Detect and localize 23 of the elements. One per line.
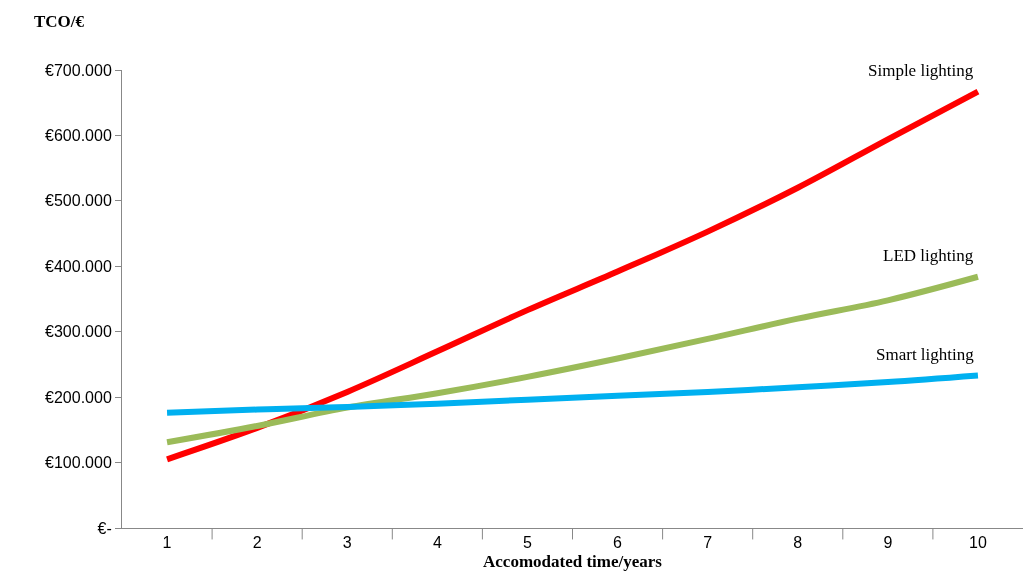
x-tick-label: 8: [793, 534, 803, 552]
x-axis-title: Accomodated time/years: [483, 551, 663, 571]
y-tick-label: €100.000: [45, 454, 112, 472]
y-tick-label: €300.000: [45, 323, 112, 341]
y-tick-label: €200.000: [45, 388, 112, 406]
y-tick-label: €-: [97, 519, 112, 537]
x-tick-label: 2: [252, 534, 262, 552]
series-label: Smart lighting: [876, 345, 975, 364]
series-label: Simple lighting: [868, 61, 974, 80]
x-tick-label: 6: [613, 534, 623, 552]
x-tick-label: 5: [523, 534, 532, 552]
x-tick-label: 3: [342, 534, 352, 552]
y-tick-label: €700.000: [45, 61, 112, 79]
y-tick-label: €400.000: [45, 257, 112, 275]
x-tick-label: 1: [162, 534, 172, 552]
y-axis-title: TCO/€: [34, 12, 85, 31]
x-tick-label: 10: [969, 534, 987, 552]
x-tick-label: 4: [432, 534, 442, 552]
y-tick-label: €600.000: [45, 127, 112, 145]
y-tick-label: €500.000: [45, 192, 112, 210]
x-tick-label: 7: [703, 534, 713, 552]
series-label: LED lighting: [883, 246, 974, 265]
x-tick-label: 9: [883, 534, 893, 552]
